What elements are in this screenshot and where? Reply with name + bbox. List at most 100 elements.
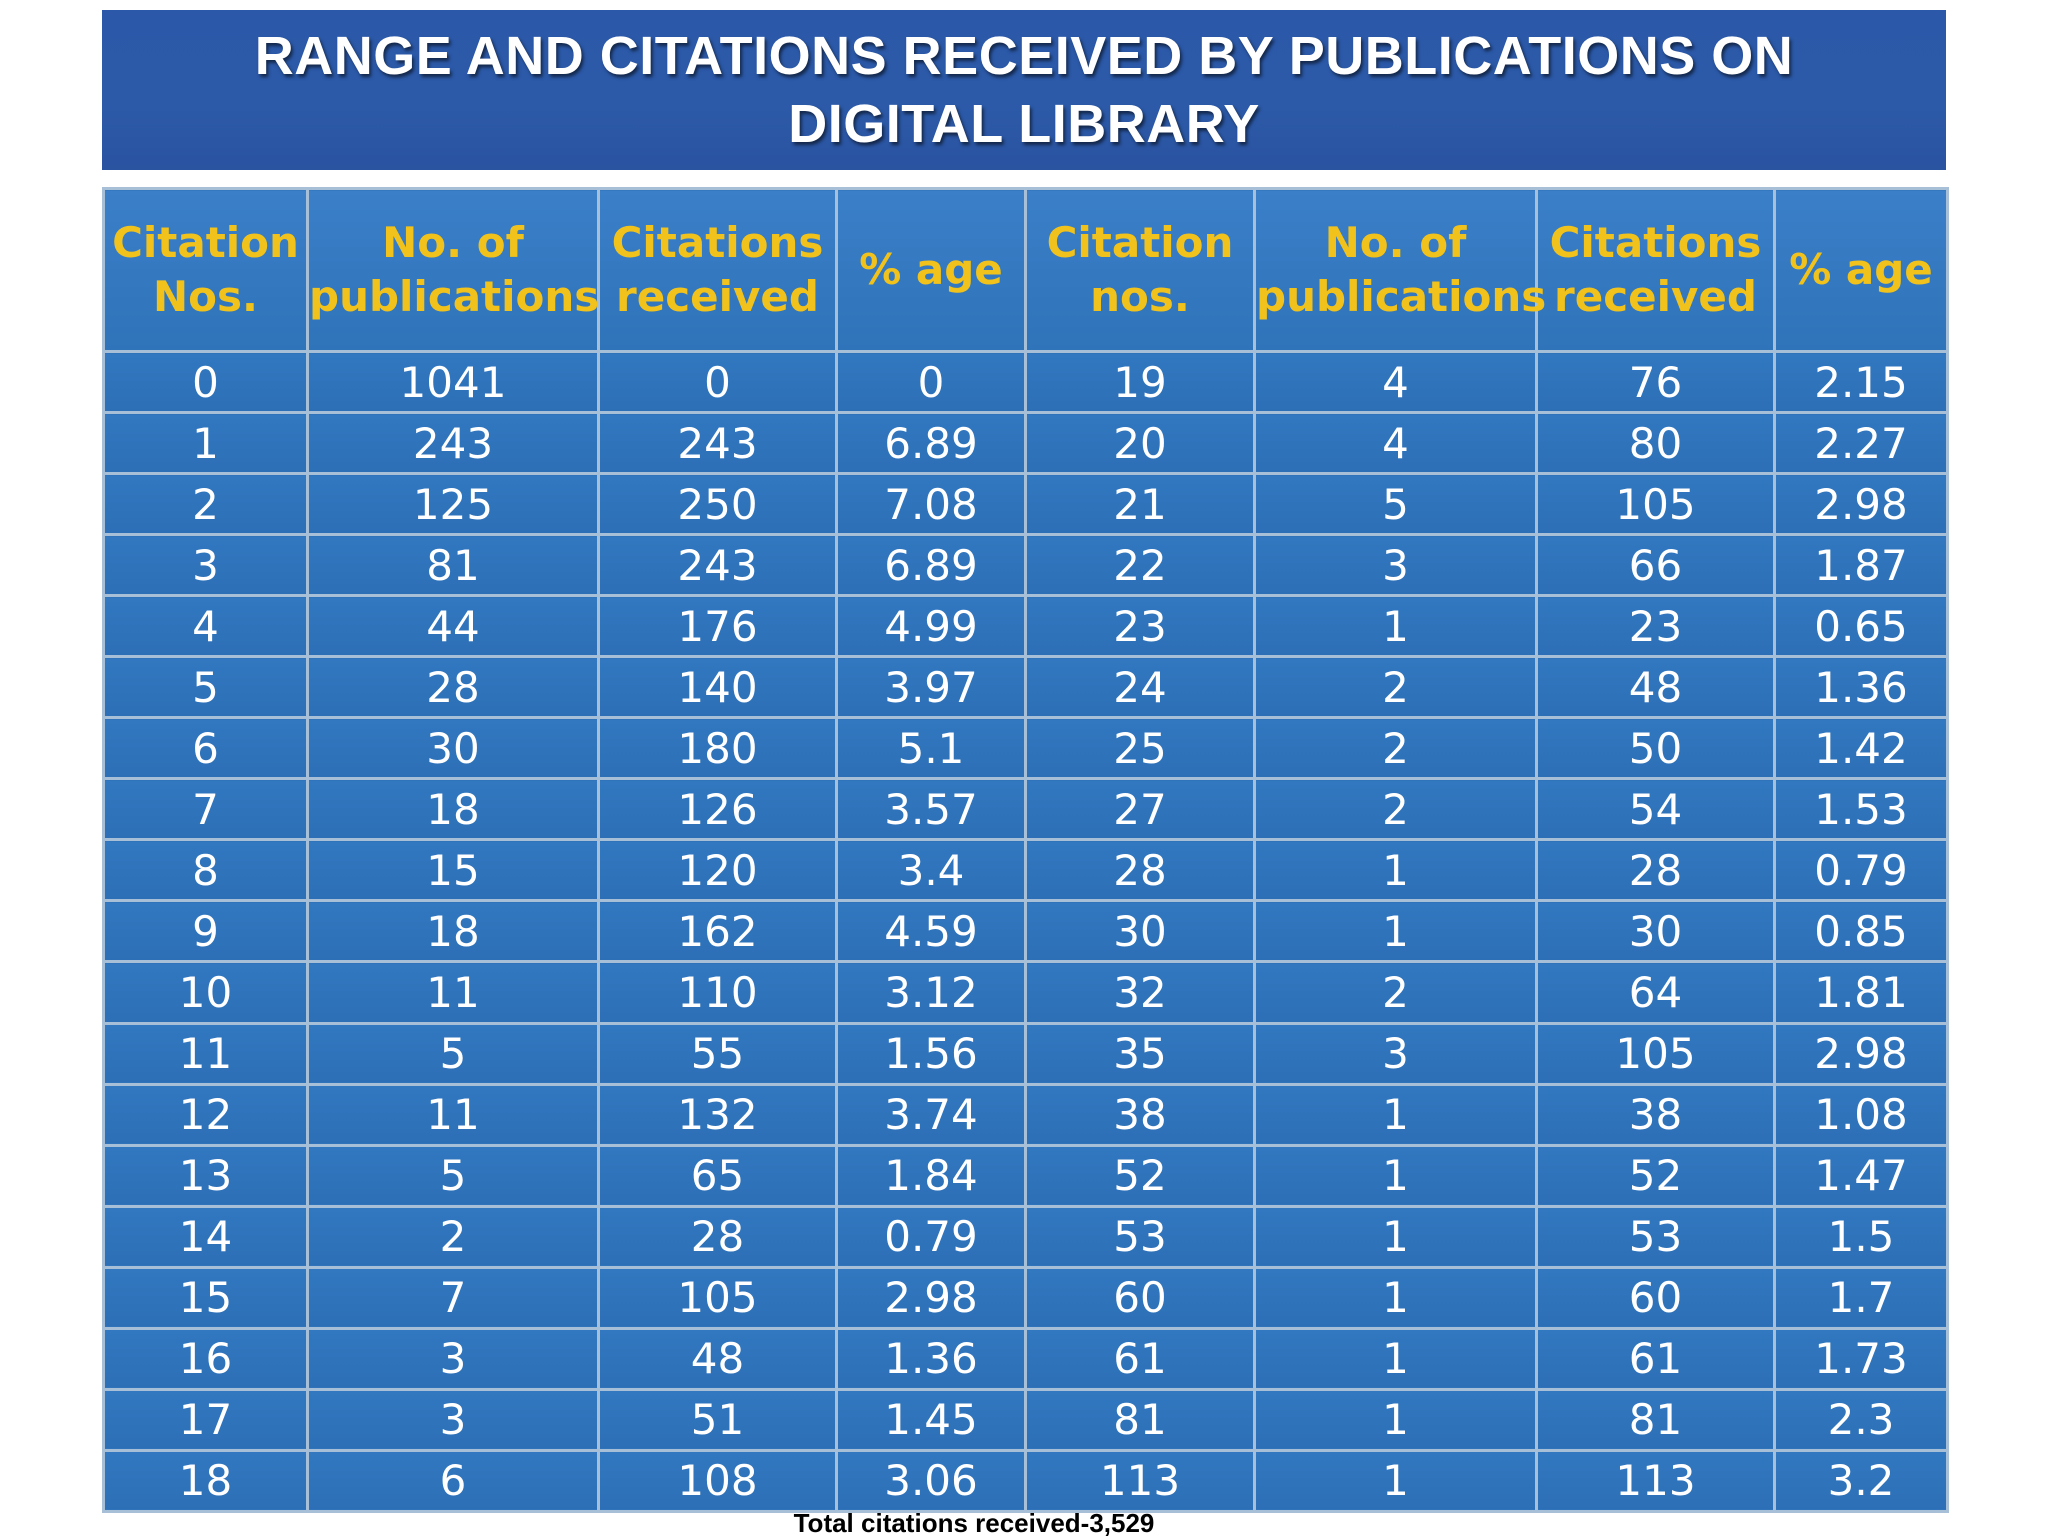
cell-percentage-2: 0.85 [1773,899,1949,964]
cell-citation-nos-2: 113 [1024,1448,1256,1514]
cell-no-of-publications: 125 [306,472,600,537]
cell-percentage-2: 1.81 [1773,960,1949,1025]
cell-citation-nos: 12 [102,1082,309,1147]
cell-citation-nos: 2 [102,472,309,537]
cell-no-of-publications-2: 4 [1253,411,1538,476]
cell-citation-nos-2: 52 [1024,1143,1256,1208]
cell-citation-nos: 3 [102,533,309,598]
cell-percentage: 1.36 [835,1326,1027,1391]
cell-percentage-2: 2.98 [1773,472,1949,537]
cell-citation-nos-2: 61 [1024,1326,1256,1391]
table-row: 13 5 65 1.84 52 1 52 1.47 [102,1143,1949,1208]
cell-citations-received: 243 [597,411,838,476]
cell-percentage-2: 3.2 [1773,1448,1949,1514]
cell-percentage: 7.08 [835,472,1027,537]
table-row: 3 81 243 6.89 22 3 66 1.87 [102,533,1949,598]
cell-citations-received: 65 [597,1143,838,1208]
cell-no-of-publications: 1041 [306,349,600,415]
table-row: 17 3 51 1.45 81 1 81 2.3 [102,1387,1949,1452]
cell-no-of-publications-2: 1 [1253,1387,1538,1452]
header-citations-received: Citations received [597,187,838,353]
cell-percentage-2: 1.5 [1773,1204,1949,1269]
cell-citations-received-2: 30 [1535,899,1776,964]
cell-citations-received-2: 105 [1535,472,1776,537]
cell-no-of-publications: 30 [306,716,600,781]
header-row: Citation Nos. No. of publications Citati… [102,187,1949,353]
cell-citation-nos: 4 [102,594,309,659]
table-row: 1 243 243 6.89 20 4 80 2.27 [102,411,1949,476]
table-row: 5 28 140 3.97 24 2 48 1.36 [102,655,1949,720]
cell-percentage-2: 0.65 [1773,594,1949,659]
cell-citations-received-2: 48 [1535,655,1776,720]
title-banner: RANGE AND CITATIONS RECEIVED BY PUBLICAT… [102,10,1946,170]
table-row: 8 15 120 3.4 28 1 28 0.79 [102,838,1949,903]
cell-no-of-publications-2: 4 [1253,349,1538,415]
header-citation-nos-2: Citation nos. [1024,187,1256,353]
cell-percentage: 5.1 [835,716,1027,781]
cell-no-of-publications: 2 [306,1204,600,1269]
cell-citations-received-2: 28 [1535,838,1776,903]
cell-citations-received: 0 [597,349,838,415]
cell-no-of-publications-2: 2 [1253,777,1538,842]
cell-citation-nos-2: 22 [1024,533,1256,598]
cell-citations-received: 51 [597,1387,838,1452]
cell-no-of-publications-2: 1 [1253,1448,1538,1514]
cell-citation-nos: 0 [102,349,309,415]
cell-citations-received-2: 38 [1535,1082,1776,1147]
cell-citation-nos-2: 81 [1024,1387,1256,1452]
cell-percentage: 1.45 [835,1387,1027,1452]
cell-citation-nos: 15 [102,1265,309,1330]
cell-no-of-publications: 11 [306,960,600,1025]
cell-citation-nos: 17 [102,1387,309,1452]
cell-citations-received: 110 [597,960,838,1025]
cell-no-of-publications-2: 1 [1253,1143,1538,1208]
cell-citations-received: 176 [597,594,838,659]
table-row: 4 44 176 4.99 23 1 23 0.65 [102,594,1949,659]
cell-citation-nos: 9 [102,899,309,964]
cell-percentage: 3.12 [835,960,1027,1025]
cell-citations-received: 250 [597,472,838,537]
cell-citation-nos-2: 21 [1024,472,1256,537]
header-percentage: % age [835,187,1027,353]
cell-percentage-2: 1.87 [1773,533,1949,598]
cell-no-of-publications: 3 [306,1387,600,1452]
cell-citations-received-2: 60 [1535,1265,1776,1330]
cell-citations-received: 140 [597,655,838,720]
cell-no-of-publications: 11 [306,1082,600,1147]
total-citations-text: Total citations received-3,529 [793,1508,1155,1538]
cell-citations-received: 48 [597,1326,838,1391]
cell-percentage: 2.98 [835,1265,1027,1330]
cell-citation-nos-2: 30 [1024,899,1256,964]
cell-percentage: 4.59 [835,899,1027,964]
cell-citation-nos-2: 24 [1024,655,1256,720]
cell-no-of-publications: 5 [306,1021,600,1086]
cell-percentage: 0.79 [835,1204,1027,1269]
cell-percentage-2: 1.08 [1773,1082,1949,1147]
cell-percentage: 3.57 [835,777,1027,842]
cell-citation-nos: 10 [102,960,309,1025]
table-row: 14 2 28 0.79 53 1 53 1.5 [102,1204,1949,1269]
cell-no-of-publications-2: 2 [1253,960,1538,1025]
cell-percentage: 6.89 [835,411,1027,476]
header-citations-received-2: Citations received [1535,187,1776,353]
cell-no-of-publications: 18 [306,899,600,964]
cell-citation-nos-2: 32 [1024,960,1256,1025]
table-row: 9 18 162 4.59 30 1 30 0.85 [102,899,1949,964]
cell-citation-nos-2: 23 [1024,594,1256,659]
cell-citations-received-2: 23 [1535,594,1776,659]
cell-citations-received-2: 105 [1535,1021,1776,1086]
cell-no-of-publications-2: 1 [1253,1082,1538,1147]
cell-citation-nos: 14 [102,1204,309,1269]
cell-citation-nos: 1 [102,411,309,476]
cell-citation-nos: 11 [102,1021,309,1086]
cell-no-of-publications-2: 2 [1253,716,1538,781]
cell-no-of-publications-2: 3 [1253,533,1538,598]
cell-no-of-publications: 81 [306,533,600,598]
cell-percentage: 6.89 [835,533,1027,598]
cell-no-of-publications: 44 [306,594,600,659]
table-row: 2 125 250 7.08 21 5 105 2.98 [102,472,1949,537]
table-row: 18 6 108 3.06 113 1 113 3.2 [102,1448,1949,1514]
page-title: RANGE AND CITATIONS RECEIVED BY PUBLICAT… [254,26,1794,154]
cell-citation-nos: 8 [102,838,309,903]
cell-citations-received-2: 64 [1535,960,1776,1025]
